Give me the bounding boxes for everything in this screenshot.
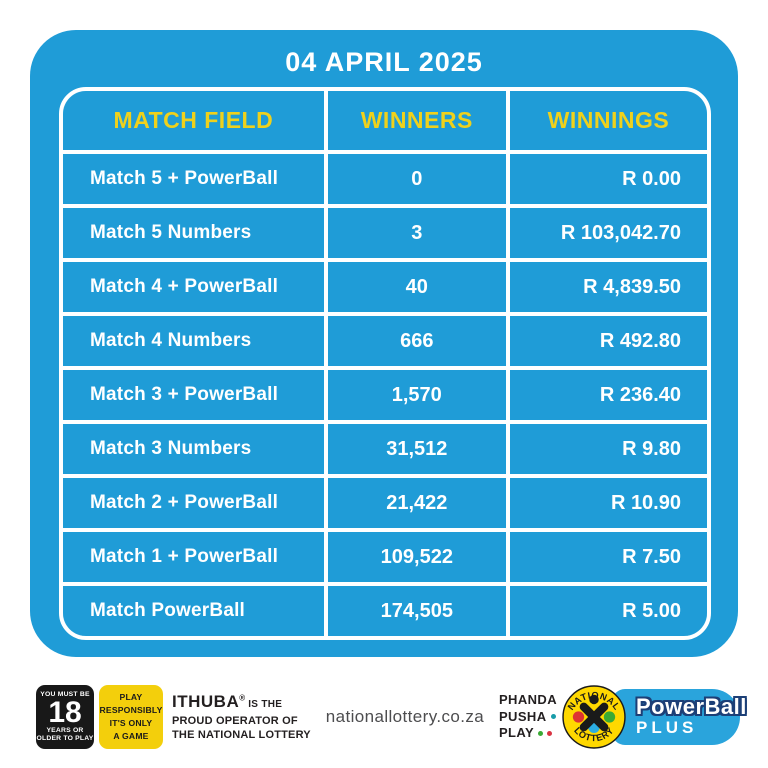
ithuba-suffix: IS THE — [245, 699, 283, 711]
winners-cell: 21,422 — [327, 478, 506, 528]
winners-cell: 174,505 — [327, 586, 506, 636]
results-table: MATCH FIELD WINNERS WINNINGS Match 5 + P… — [63, 91, 707, 636]
column-header-winners: WINNERS — [327, 91, 506, 150]
match-field-cell: Match 5 + PowerBall — [63, 154, 324, 204]
winners-cell: 40 — [327, 262, 506, 312]
match-field-cell: Match 2 + PowerBall — [63, 478, 324, 528]
winnings-cell: R 7.50 — [509, 532, 707, 582]
winnings-cell: R 5.00 — [509, 586, 707, 636]
phanda-line3: PLAY — [499, 725, 557, 742]
age-badge-bottom-line1: YEARS OR — [46, 727, 84, 735]
match-field-cell: Match 3 + PowerBall — [63, 370, 324, 420]
ithuba-line2: PROUD OPERATOR OF — [172, 715, 298, 728]
age-badge-bottom-line2: OLDER TO PLAY — [36, 735, 94, 743]
phanda-line2: PUSHA — [499, 709, 557, 726]
ithuba-line3: THE NATIONAL LOTTERY — [172, 729, 311, 742]
column-header-match-field: MATCH FIELD — [63, 91, 324, 150]
powerball-logo-text: PowerBall — [636, 693, 747, 719]
powerball-plus-text: PLUS — [636, 717, 698, 737]
responsibly-line1: PLAY — [119, 692, 143, 703]
website-url: nationallottery.co.za — [325, 707, 485, 726]
powerball-plus-logo: PowerBall PLUS — [612, 689, 747, 745]
winnings-cell: R 0.00 — [509, 154, 707, 204]
red-dot-icon — [547, 731, 553, 737]
draw-date-title: 04 APRIL 2025 — [285, 47, 483, 77]
national-lottery-logo-icon: NATIONAL LOTTERY — [562, 685, 626, 749]
phanda-pusha-play-logo: PHANDA PUSHA PLAY — [499, 692, 557, 743]
registered-mark: ® — [239, 693, 246, 703]
winners-cell: 109,522 — [327, 532, 506, 582]
logo-red-dot-icon — [572, 711, 585, 723]
footer: YOU MUST BE 18 YEARS OR OLDER TO PLAY PL… — [36, 682, 747, 752]
logo-head-dot — [589, 694, 599, 705]
age-badge-number: 18 — [48, 695, 82, 729]
logo-green-dot-icon — [603, 711, 616, 723]
play-responsibly-badge: PLAY RESPONSIBLY IT'S ONLY A GAME — [99, 685, 163, 749]
winners-cell: 666 — [327, 316, 506, 366]
winnings-cell: R 236.40 — [509, 370, 707, 420]
phanda-line1: PHANDA — [499, 692, 557, 709]
ithuba-line1: ITHUBA® IS THE — [172, 691, 311, 714]
pusha-word: PUSHA — [498, 708, 547, 724]
responsibly-line2: RESPONSIBLY — [99, 705, 163, 716]
logo-lottery-text: LOTTERY — [572, 725, 615, 743]
match-field-cell: Match 4 + PowerBall — [63, 262, 324, 312]
green-dot-icon — [538, 731, 544, 737]
winnings-cell: R 492.80 — [509, 316, 707, 366]
winners-cell: 31,512 — [327, 424, 506, 474]
winnings-cell: R 9.80 — [509, 424, 707, 474]
phanda-word: PHANDA — [498, 691, 557, 707]
winners-cell: 3 — [327, 208, 506, 258]
age-restriction-badge: YOU MUST BE 18 YEARS OR OLDER TO PLAY — [36, 685, 94, 749]
logo-x-arm — [579, 702, 609, 732]
match-field-cell: Match 1 + PowerBall — [63, 532, 324, 582]
footer-left-group: YOU MUST BE 18 YEARS OR OLDER TO PLAY PL… — [36, 685, 311, 749]
match-field-cell: Match 4 Numbers — [63, 316, 324, 366]
ithuba-brand: ITHUBA — [172, 692, 240, 712]
winnings-cell: R 4,839.50 — [509, 262, 707, 312]
winners-cell: 0 — [327, 154, 506, 204]
play-word: PLAY — [498, 725, 535, 741]
match-field-cell: Match 3 Numbers — [63, 424, 324, 474]
footer-right-group: PHANDA PUSHA PLAY NATIONAL LOTTERY — [499, 685, 747, 749]
winners-cell: 1,570 — [327, 370, 506, 420]
column-header-winnings: WINNINGS — [509, 91, 707, 150]
responsibly-line4: A GAME — [113, 730, 149, 741]
match-field-cell: Match PowerBall — [63, 586, 324, 636]
match-field-cell: Match 5 Numbers — [63, 208, 324, 258]
teal-dot-icon — [550, 714, 556, 720]
ithuba-operator-text: ITHUBA® IS THE PROUD OPERATOR OF THE NAT… — [172, 691, 311, 742]
results-panel: 04 APRIL 2025 MATCH FIELD WINNERS WINNIN… — [30, 30, 738, 657]
svg-text:LOTTERY: LOTTERY — [572, 725, 616, 743]
winnings-cell: R 103,042.70 — [509, 208, 707, 258]
results-table-border: MATCH FIELD WINNERS WINNINGS Match 5 + P… — [59, 87, 711, 640]
age-badge-top-text: YOU MUST BE — [40, 691, 90, 699]
responsibly-line3: IT'S ONLY — [109, 718, 153, 728]
winnings-cell: R 10.90 — [509, 478, 707, 528]
